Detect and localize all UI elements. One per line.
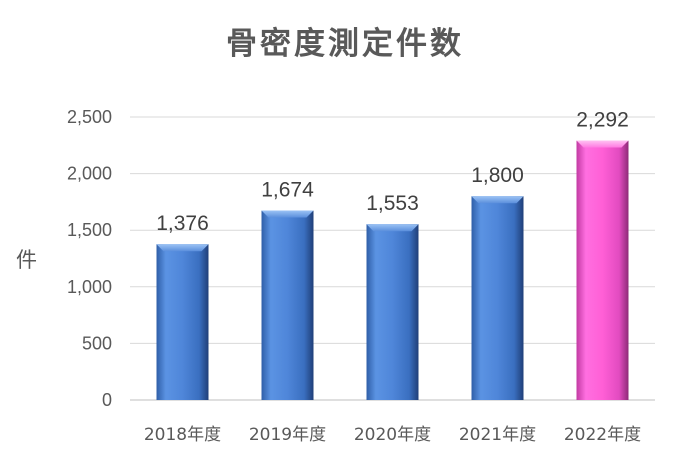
bars: [156, 140, 629, 400]
data-label: 1,800: [471, 164, 524, 187]
bar-bevel: [576, 140, 629, 148]
y-tick-label: 500: [82, 333, 112, 353]
bar-body: [366, 224, 419, 400]
x-tick-label: 2021年度: [459, 425, 536, 445]
chart-title: 骨密度測定件数: [226, 26, 464, 62]
y-tick-label: 1,000: [67, 277, 112, 297]
data-label: 1,376: [156, 212, 209, 235]
x-tick-label: 2020年度: [354, 425, 431, 445]
y-axis-ticks: 0 500 1,000 1,500 2,000 2,500: [67, 107, 112, 410]
x-tick-label: 2019年度: [249, 425, 326, 445]
bar: [471, 196, 524, 400]
bar: [576, 140, 629, 400]
y-tick-label: 2,500: [67, 107, 112, 127]
y-tick-label: 1,500: [67, 220, 112, 240]
data-label: 1,674: [261, 179, 314, 202]
bar-bevel: [471, 196, 524, 204]
bar: [156, 244, 209, 400]
bar-bevel: [366, 224, 419, 232]
x-axis-ticks: 2018年度 2019年度 2020年度 2021年度 2022年度: [144, 425, 641, 445]
data-label: 1,553: [366, 192, 419, 215]
y-axis-label: 件: [16, 248, 37, 272]
x-tick-label: 2018年度: [144, 425, 221, 445]
bar-body: [576, 140, 629, 400]
bar: [261, 210, 314, 400]
data-label: 2,292: [576, 109, 629, 132]
bar-body: [471, 196, 524, 400]
x-tick-label: 2022年度: [564, 425, 641, 445]
bar: [366, 224, 419, 400]
y-tick-label: 0: [102, 390, 112, 410]
bar-bevel: [261, 210, 314, 218]
bar-bevel: [156, 244, 209, 252]
bar-body: [261, 210, 314, 400]
data-labels: 1,376 1,674 1,553 1,800 2,292: [156, 109, 629, 236]
bar-body: [156, 244, 209, 400]
y-tick-label: 2,000: [67, 164, 112, 184]
